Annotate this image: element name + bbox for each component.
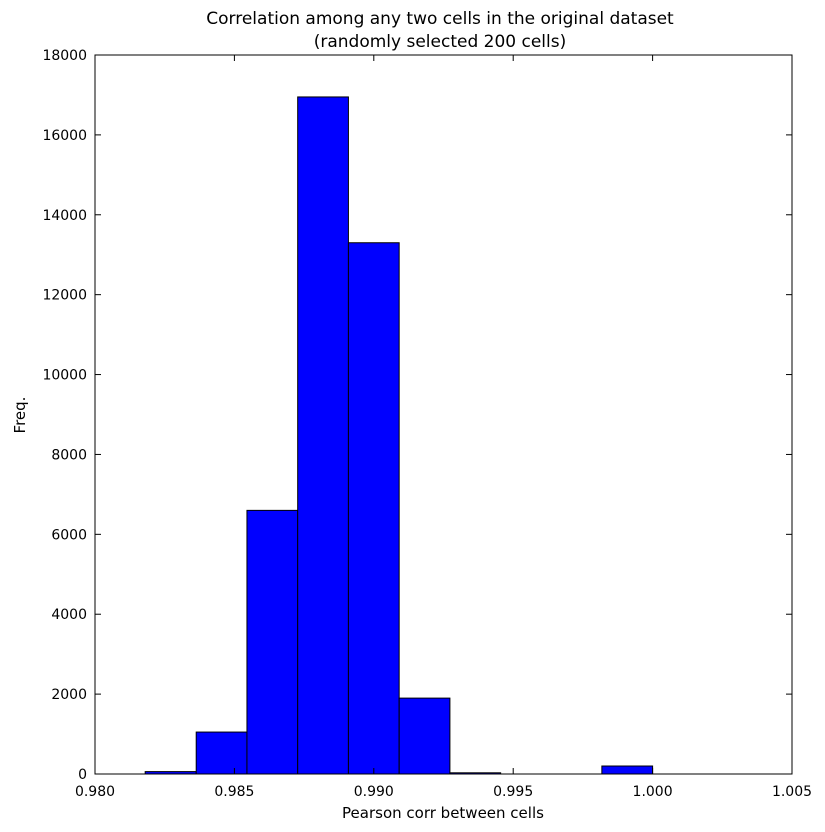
histogram-bar-1 bbox=[195, 731, 248, 775]
y-tick-label-3: 6000 bbox=[51, 527, 87, 543]
histogram-bar-9 bbox=[601, 765, 654, 775]
y-tick-label-2: 4000 bbox=[51, 607, 87, 623]
x-tick-label-1: 0.985 bbox=[214, 784, 254, 800]
plot-frame bbox=[94, 54, 793, 775]
histogram-bar-5 bbox=[398, 697, 451, 775]
x-tick-label-3: 0.995 bbox=[493, 784, 533, 800]
y-tick-label-9: 18000 bbox=[42, 48, 87, 64]
chart-subtitle: (randomly selected 200 cells) bbox=[314, 32, 567, 52]
x-axis-label: Pearson corr between cells bbox=[342, 804, 544, 822]
y-tick-label-7: 14000 bbox=[42, 208, 87, 224]
y-tick-label-4: 8000 bbox=[51, 447, 87, 463]
axis-ticks: 0.980 0.985 0.990 0.995 1.000 1.005 0 2000 4000 6… bbox=[42, 48, 812, 800]
histogram-bars bbox=[144, 96, 654, 775]
y-axis-label: Freq. bbox=[11, 397, 29, 434]
x-tick-label-0: 0.980 bbox=[75, 784, 115, 800]
y-tick-label-5: 10000 bbox=[42, 368, 87, 384]
y-tick-label-6: 12000 bbox=[42, 288, 87, 304]
x-tick-label-5: 1.005 bbox=[772, 784, 812, 800]
y-tick-label-8: 16000 bbox=[42, 128, 87, 144]
x-tick-label-2: 0.990 bbox=[354, 784, 394, 800]
histogram-bar-2 bbox=[246, 509, 299, 775]
y-tick-label-1: 2000 bbox=[51, 687, 87, 703]
y-tick-label-0: 0 bbox=[78, 767, 87, 783]
x-tick-label-4: 1.000 bbox=[633, 784, 673, 800]
chart-title: Correlation among any two cells in the o… bbox=[206, 9, 674, 29]
histogram-bar-4 bbox=[347, 242, 400, 775]
histogram-bar-3 bbox=[297, 96, 349, 775]
